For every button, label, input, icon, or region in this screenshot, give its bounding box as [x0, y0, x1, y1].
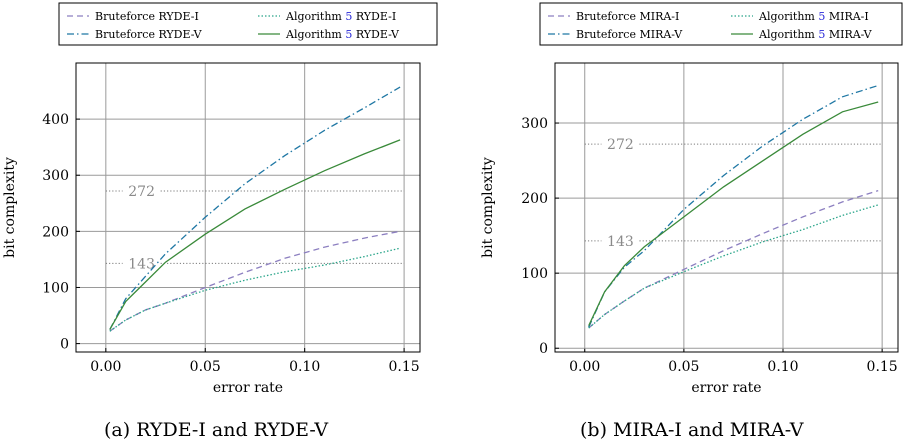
- y-tick-label: 100: [42, 280, 69, 296]
- plot-frame: [554, 62, 899, 353]
- legend-box: [58, 2, 438, 46]
- series-line-2: [588, 84, 879, 328]
- series-line-4: [588, 101, 879, 326]
- legend-entry-3: Algorithm 5 MIRA-I: [758, 10, 869, 23]
- x-tick-label: 0.00: [569, 359, 600, 375]
- figure-caption: (b) MIRA-I and MIRA-V: [580, 419, 804, 441]
- chart-panel-1: 0.00 0.05 0.10 0.15 0 100 200 300 400 272 143 error…: [2, 2, 438, 441]
- x-axis-label: error rate: [691, 380, 761, 396]
- threshold-label: 143: [128, 256, 155, 272]
- legend-entry-1: Bruteforce RYDE-I: [95, 10, 199, 23]
- legend-entry-4: Algorithm 5 RYDE-V: [285, 28, 400, 41]
- series-line-1: [109, 230, 401, 332]
- x-tick-label: 0.15: [389, 359, 420, 375]
- series-line-2: [109, 86, 401, 330]
- y-tick-label: 200: [521, 191, 548, 207]
- series-line-4: [109, 139, 401, 330]
- legend-entry-1: Bruteforce MIRA-I: [576, 10, 679, 23]
- y-axis-label: bit complexity: [480, 157, 496, 258]
- y-tick-label: 100: [521, 266, 548, 282]
- x-tick-label: 0.10: [767, 359, 798, 375]
- legend-entry-2: Bruteforce MIRA-V: [576, 28, 683, 41]
- legend-entry-2: Bruteforce RYDE-V: [95, 28, 203, 41]
- y-tick-label: 300: [521, 116, 548, 132]
- chart-panel-2: 0.00 0.05 0.10 0.15 0 100 200 300 272 143 error ra…: [480, 2, 903, 441]
- x-axis-label: error rate: [213, 380, 283, 396]
- x-tick-label: 0.05: [190, 359, 221, 375]
- x-tick-label: 0.15: [867, 359, 898, 375]
- y-tick-label: 200: [42, 224, 69, 240]
- x-tick-label: 0.10: [289, 359, 320, 375]
- y-tick-label: 400: [42, 112, 69, 128]
- legend-box: [539, 2, 903, 46]
- y-tick-label: 0: [60, 337, 69, 353]
- legend-entry-3: Algorithm 5 RYDE-I: [285, 10, 396, 23]
- threshold-label: 272: [128, 184, 155, 200]
- series-line-3: [588, 204, 879, 329]
- legend-entry-4: Algorithm 5 MIRA-V: [758, 28, 873, 41]
- series-line-1: [588, 189, 879, 329]
- y-axis-label: bit complexity: [2, 157, 18, 258]
- y-tick-label: 0: [539, 341, 548, 357]
- threshold-label: 143: [607, 234, 634, 250]
- figure-caption: (a) RYDE-I and RYDE-V: [104, 419, 328, 441]
- plot-frame: [75, 62, 421, 353]
- y-tick-label: 300: [42, 168, 69, 184]
- x-tick-label: 0.00: [90, 359, 121, 375]
- threshold-label: 272: [607, 137, 634, 153]
- x-tick-label: 0.05: [668, 359, 699, 375]
